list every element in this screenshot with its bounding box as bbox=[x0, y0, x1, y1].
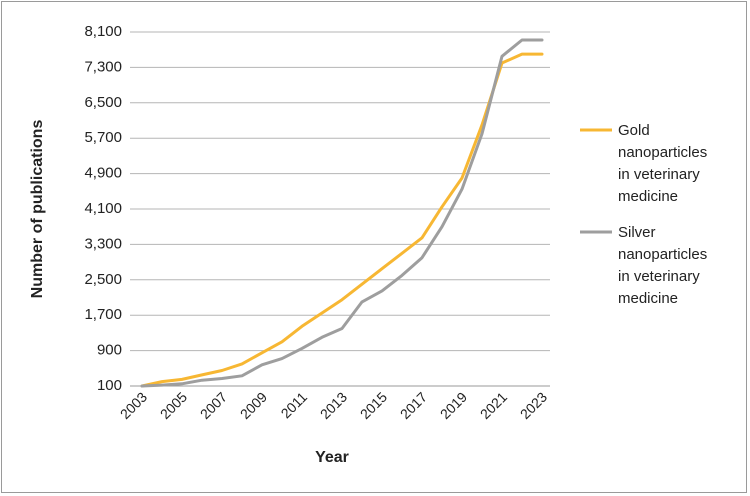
x-tick-label: 2005 bbox=[157, 389, 190, 422]
y-tick-label: 7,300 bbox=[84, 58, 122, 75]
x-axis-title: Year bbox=[315, 449, 349, 466]
x-tick-label: 2009 bbox=[237, 389, 270, 422]
legend-label-line: in veterinary bbox=[618, 166, 700, 183]
y-tick-label: 1,700 bbox=[84, 306, 122, 323]
series-line-gold bbox=[140, 52, 544, 388]
legend-label-line: Gold bbox=[618, 122, 650, 139]
legend-label-line: in veterinary bbox=[618, 268, 700, 285]
x-tick-label: 2007 bbox=[197, 389, 230, 422]
legend-label-line: medicine bbox=[618, 188, 678, 205]
legend-label-line: medicine bbox=[618, 290, 678, 307]
y-tick-label: 3,300 bbox=[84, 235, 122, 252]
y-tick-label: 6,500 bbox=[84, 94, 122, 111]
series-line-silver bbox=[140, 38, 544, 388]
y-tick-label: 8,100 bbox=[84, 23, 122, 40]
x-tick-label: 2021 bbox=[477, 389, 510, 422]
x-tick-label: 2023 bbox=[517, 389, 550, 422]
y-tick-label: 100 bbox=[97, 377, 122, 394]
y-tick-label: 4,100 bbox=[84, 200, 122, 217]
y-tick-label: 900 bbox=[97, 342, 122, 359]
y-tick-label: 2,500 bbox=[84, 271, 122, 288]
y-tick-label: 4,900 bbox=[84, 165, 122, 182]
x-tick-label: 2011 bbox=[278, 389, 311, 422]
legend-label-gold: Gold nanoparticles in veterinary medicine bbox=[618, 122, 707, 205]
legend-label-line: nanoparticles bbox=[618, 144, 707, 161]
y-tick-label: 5,700 bbox=[84, 129, 122, 146]
y-axis-title: Number of publications bbox=[29, 120, 46, 299]
x-tick-label: 2017 bbox=[397, 389, 430, 422]
legend-label-line: nanoparticles bbox=[618, 246, 707, 263]
x-tick-label: 2015 bbox=[357, 389, 390, 422]
x-tick-label: 2013 bbox=[317, 389, 350, 422]
legend-label-line: Silver bbox=[618, 224, 656, 241]
x-tick-label: 2019 bbox=[437, 389, 470, 422]
legend-label-silver: Silver nanoparticles in veterinary medicine bbox=[618, 224, 707, 307]
